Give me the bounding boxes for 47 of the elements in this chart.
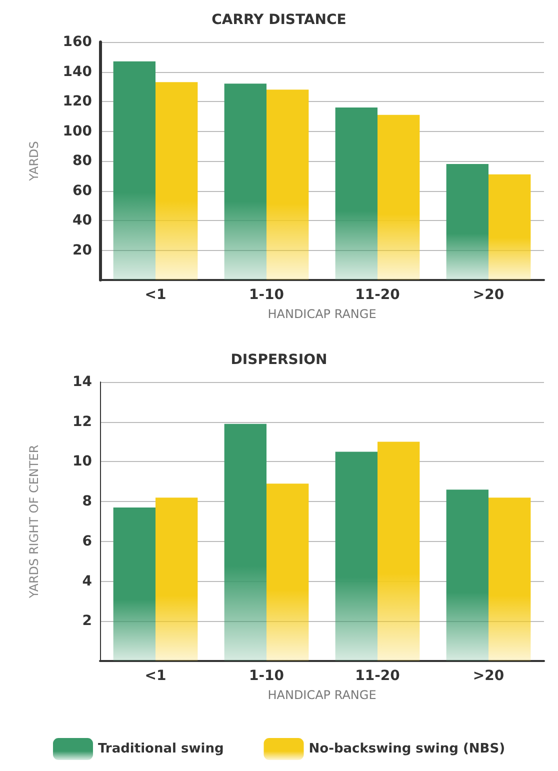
x-tick-label: 1-10 bbox=[248, 668, 284, 684]
x-tick-label: >20 bbox=[472, 668, 504, 684]
x-tick-label: 1-10 bbox=[248, 287, 284, 303]
bar bbox=[266, 484, 309, 661]
bar bbox=[266, 90, 309, 280]
y-tick-label: 80 bbox=[72, 153, 92, 169]
x-tick-label: >20 bbox=[472, 287, 504, 303]
y-axis-title: YARDS bbox=[27, 141, 41, 182]
y-tick-label: 40 bbox=[72, 212, 92, 228]
bar bbox=[335, 107, 378, 280]
bar bbox=[488, 498, 531, 661]
x-axis-title: HANDICAP RANGE bbox=[268, 307, 376, 321]
y-tick-label: 4 bbox=[82, 573, 92, 590]
x-tick-label: <1 bbox=[144, 668, 166, 684]
y-tick-label: 140 bbox=[62, 64, 92, 80]
chart-title: CARRY DISTANCE bbox=[212, 12, 346, 28]
x-tick-label: 11-20 bbox=[355, 287, 400, 303]
y-tick-label: 2 bbox=[82, 613, 92, 630]
x-axis-title: HANDICAP RANGE bbox=[268, 688, 376, 702]
x-tick-label: 11-20 bbox=[355, 668, 400, 684]
bar bbox=[446, 164, 488, 280]
bar bbox=[156, 498, 198, 661]
y-tick-label: 8 bbox=[82, 494, 92, 510]
y-tick-label: 12 bbox=[72, 414, 92, 430]
legend-label: No-backswing swing (NBS) bbox=[308, 742, 506, 756]
bar bbox=[378, 114, 420, 280]
y-axis-title: YARDS RIGHT OF CENTER bbox=[27, 444, 41, 600]
bar bbox=[378, 442, 420, 661]
y-tick-label: 100 bbox=[62, 123, 92, 140]
legend-label: Traditional swing bbox=[98, 742, 224, 756]
y-tick-label: 160 bbox=[62, 34, 92, 50]
y-tick-label: 10 bbox=[72, 454, 92, 470]
y-tick-label: 20 bbox=[72, 242, 92, 258]
y-tick-label: 60 bbox=[72, 182, 92, 199]
chart-title: DISPERSION bbox=[230, 352, 328, 368]
bar bbox=[224, 84, 266, 280]
x-tick-label: <1 bbox=[144, 287, 166, 303]
y-tick-label: 6 bbox=[82, 533, 92, 550]
y-tick-label: 120 bbox=[62, 94, 92, 110]
y-tick-label: 14 bbox=[72, 374, 92, 390]
bar bbox=[113, 61, 156, 280]
bar bbox=[224, 424, 266, 661]
bar bbox=[156, 82, 198, 280]
bar bbox=[446, 490, 488, 661]
bar bbox=[488, 174, 531, 280]
bar bbox=[335, 452, 378, 661]
bar bbox=[113, 508, 156, 661]
